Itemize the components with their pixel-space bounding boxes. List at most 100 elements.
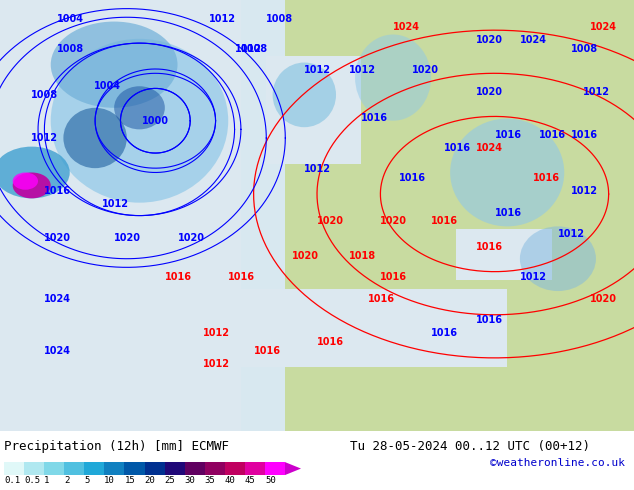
Ellipse shape (520, 226, 596, 291)
Text: 1008: 1008 (266, 14, 294, 24)
Text: 1016: 1016 (431, 328, 458, 338)
Bar (24, 462, 44, 475)
Text: 0.1: 0.1 (4, 476, 20, 485)
Bar (184, 462, 205, 475)
Bar (225, 462, 245, 475)
Text: 1016: 1016 (495, 208, 522, 218)
Text: 1: 1 (44, 476, 49, 485)
Text: 1024: 1024 (590, 22, 617, 32)
Ellipse shape (13, 172, 51, 198)
Text: 1016: 1016 (254, 345, 281, 356)
Text: 1016: 1016 (228, 272, 256, 282)
Text: 1012: 1012 (304, 165, 332, 174)
Text: 1012: 1012 (203, 328, 230, 338)
Text: 1016: 1016 (44, 186, 72, 196)
Bar (0, 0, 285, 431)
Ellipse shape (273, 63, 336, 127)
Bar (0, 0, 241, 431)
Bar (124, 462, 145, 475)
Text: 0.5: 0.5 (24, 476, 40, 485)
Polygon shape (285, 462, 301, 475)
Text: 1016: 1016 (399, 173, 427, 183)
Text: 1008: 1008 (57, 44, 84, 54)
Text: 1016: 1016 (165, 272, 192, 282)
Text: 35: 35 (205, 476, 216, 485)
Bar (4, 462, 24, 475)
Text: 1004: 1004 (94, 81, 121, 91)
Bar (245, 462, 265, 475)
Text: 1012: 1012 (571, 186, 598, 196)
Text: ©weatheronline.co.uk: ©weatheronline.co.uk (490, 458, 625, 468)
Text: 20: 20 (145, 476, 155, 485)
Text: 1012: 1012 (583, 87, 611, 97)
Text: 1016: 1016 (495, 130, 522, 140)
Text: 1020: 1020 (317, 216, 344, 226)
Text: 1012: 1012 (558, 229, 585, 239)
Text: 40: 40 (225, 476, 236, 485)
Text: 10: 10 (105, 476, 115, 485)
Text: 1024: 1024 (520, 35, 547, 45)
Text: 1012: 1012 (209, 14, 236, 24)
Bar (265, 462, 285, 475)
Text: 5: 5 (84, 476, 89, 485)
Bar (44, 462, 64, 475)
Text: 1012: 1012 (520, 272, 547, 282)
Text: 1020: 1020 (114, 233, 141, 244)
Text: 1024: 1024 (44, 345, 72, 356)
Ellipse shape (0, 147, 70, 198)
Text: 1016: 1016 (539, 130, 566, 140)
Text: 1020: 1020 (380, 216, 408, 226)
Text: 1016: 1016 (571, 130, 598, 140)
Text: 1008: 1008 (571, 44, 598, 54)
Text: 1018: 1018 (349, 251, 376, 261)
Bar (222, 289, 507, 367)
Text: 1016: 1016 (368, 294, 395, 304)
Text: 1012: 1012 (349, 65, 376, 75)
Text: 1016: 1016 (533, 173, 560, 183)
Text: 1004: 1004 (57, 14, 84, 24)
Text: 25: 25 (165, 476, 176, 485)
Text: 1024: 1024 (476, 143, 503, 153)
Text: 30: 30 (184, 476, 195, 485)
Bar (456, 228, 552, 280)
Text: 1008: 1008 (241, 44, 268, 54)
Bar (205, 462, 225, 475)
Text: 50: 50 (265, 476, 276, 485)
Text: 1012: 1012 (203, 359, 230, 368)
Ellipse shape (63, 108, 127, 168)
Ellipse shape (114, 86, 165, 129)
Text: 1024: 1024 (393, 22, 420, 32)
Bar (64, 462, 84, 475)
Text: 1020: 1020 (590, 294, 617, 304)
Text: 1016: 1016 (476, 242, 503, 252)
Text: 1016: 1016 (317, 337, 344, 347)
Text: Tu 28-05-2024 00..12 UTC (00+12): Tu 28-05-2024 00..12 UTC (00+12) (350, 440, 590, 453)
Text: 45: 45 (245, 476, 256, 485)
Bar (266, 56, 361, 164)
Text: 1020: 1020 (476, 87, 503, 97)
Bar (84, 462, 105, 475)
Text: 15: 15 (124, 476, 135, 485)
Text: 1008: 1008 (31, 90, 58, 100)
Text: 1016: 1016 (431, 216, 458, 226)
Bar (165, 462, 184, 475)
Text: 1020: 1020 (178, 233, 205, 244)
Text: 1020: 1020 (44, 233, 72, 244)
Ellipse shape (51, 39, 228, 203)
Ellipse shape (13, 172, 38, 190)
Text: 1012: 1012 (304, 65, 332, 75)
Bar (145, 462, 165, 475)
Text: Precipitation (12h) [mm] ECMWF: Precipitation (12h) [mm] ECMWF (4, 440, 229, 453)
Text: 1020: 1020 (292, 251, 319, 261)
Ellipse shape (355, 34, 431, 121)
Text: 2: 2 (64, 476, 70, 485)
Text: 1012: 1012 (235, 44, 262, 54)
Text: 1016: 1016 (361, 113, 389, 122)
Text: 1016: 1016 (380, 272, 408, 282)
Text: 1016: 1016 (476, 316, 503, 325)
Ellipse shape (450, 119, 564, 226)
Text: 1000: 1000 (142, 116, 169, 126)
Text: 1016: 1016 (444, 143, 471, 153)
Text: 1012: 1012 (31, 133, 58, 143)
Text: 1020: 1020 (476, 35, 503, 45)
